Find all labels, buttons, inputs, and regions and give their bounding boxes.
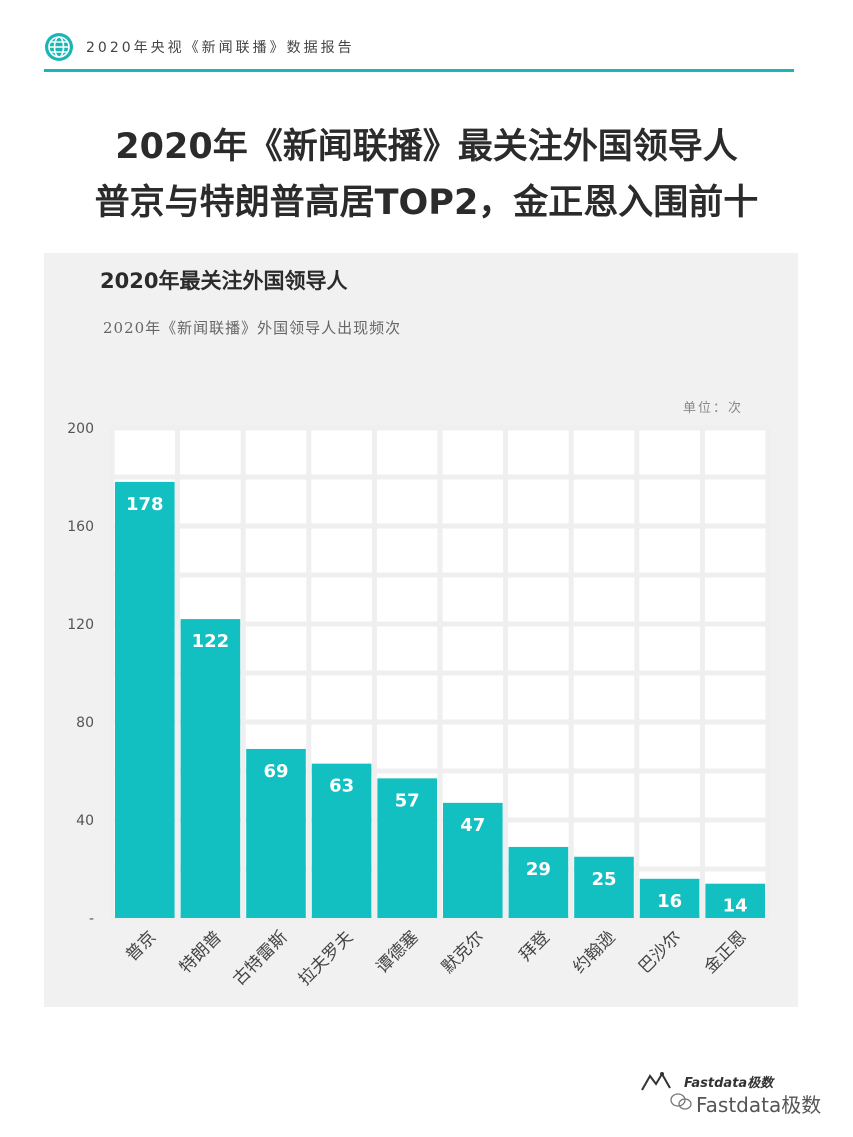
chart-title: 2020年最关注外国领导人 xyxy=(100,269,348,293)
y-tick-label: 40 xyxy=(76,813,94,829)
x-category-label: 约翰逊 xyxy=(569,927,619,977)
bar xyxy=(705,883,765,918)
fastdata-logo-text: Fastdata极数 xyxy=(684,1076,774,1091)
bar-value-label: 69 xyxy=(263,761,288,782)
x-category-label: 特朗普 xyxy=(176,927,226,977)
y-tick-label: - xyxy=(89,911,94,927)
bar-value-label: 14 xyxy=(723,896,748,917)
x-category-label: 拜登 xyxy=(516,927,554,965)
chart-subtitle: 2020年《新闻联播》外国领导人出现频次 xyxy=(103,319,402,337)
x-category-label: 巴沙尔 xyxy=(635,927,685,977)
bar-value-label: 29 xyxy=(526,859,551,880)
report-header: 2020年央视《新闻联播》数据报告 xyxy=(44,32,794,72)
bar xyxy=(311,763,372,918)
globe-icon xyxy=(45,33,73,61)
bar xyxy=(443,802,503,918)
report-header-title: 2020年央视《新闻联播》数据报告 xyxy=(86,40,355,56)
x-category-label: 普京 xyxy=(122,927,160,965)
x-category-label: 金正恩 xyxy=(701,927,751,977)
y-tick-label: 160 xyxy=(67,519,94,535)
y-tick-label: 80 xyxy=(76,715,94,731)
bar-value-label: 47 xyxy=(460,815,485,836)
bar xyxy=(246,748,306,918)
unit-label: 单位：次 xyxy=(683,401,744,416)
y-tick-label: 200 xyxy=(67,421,94,437)
bar-value-label: 178 xyxy=(126,494,164,515)
y-tick-label: 120 xyxy=(67,617,94,633)
fastdata-logo-icon xyxy=(641,1072,671,1091)
watermark: Fastdata极数 xyxy=(696,1093,822,1117)
bar-value-label: 25 xyxy=(591,869,616,890)
header-divider xyxy=(44,69,794,72)
headline-line-1: 2020年《新闻联播》最关注外国领导人 xyxy=(115,127,738,167)
wechat-icon xyxy=(670,1093,692,1110)
bar xyxy=(377,778,437,918)
x-category-label: 默克尔 xyxy=(438,927,488,977)
bar xyxy=(574,856,634,918)
x-category-label: 拉夫罗夫 xyxy=(295,927,357,989)
bar-value-label: 16 xyxy=(657,891,682,912)
bar xyxy=(115,481,175,918)
bar-value-label: 122 xyxy=(192,631,230,652)
bar xyxy=(639,878,700,918)
x-category-label: 古特雷斯 xyxy=(229,927,291,989)
x-category-label: 谭德塞 xyxy=(373,927,423,977)
bar-value-label: 63 xyxy=(329,776,354,797)
bar-value-label: 57 xyxy=(395,790,420,811)
bar xyxy=(180,619,241,918)
bar xyxy=(508,846,569,918)
headline-line-2: 普京与特朗普高居TOP2，金正恩入围前十 xyxy=(94,183,759,223)
